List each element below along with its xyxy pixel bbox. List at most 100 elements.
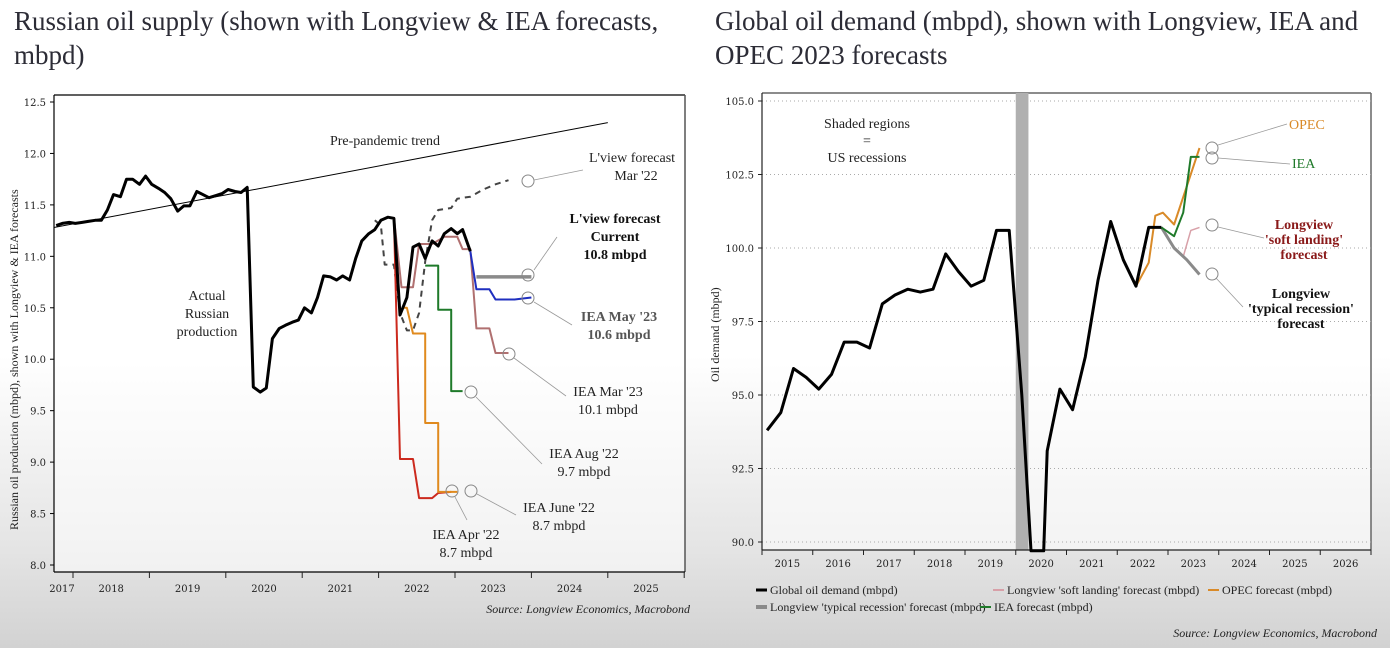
marker-opec [1205,141,1219,155]
legend-item-soft-landing: Longview 'soft landing' forecast (mbpd) [993,583,1199,597]
annotation-typical-recession-line2: 'typical recession' [1248,302,1354,317]
annotation-iea-june22-line1: IEA June '22 [523,501,595,516]
left-y-tick-label: 9.0 [30,458,46,469]
right-y-tick-label: 90.0 [732,538,754,549]
annotation-lview-current-line2: Current [591,230,640,245]
right-chart-title: Global oil demand (mbpd), shown with Lon… [715,6,1359,70]
series-iea-aug-22 [425,264,463,393]
annotation-iea-apr22-line2: 8.7 mbpd [440,546,493,561]
leader-lview-current [533,236,558,271]
right-y-tick-label: 100.0 [725,244,754,255]
annotation-iea-may23-line2: 10.6 mbpd [587,328,650,343]
legend-label: Global oil demand (mbpd) [770,583,898,597]
annotation-iea-mar23-line2: 10.1 mbpd [578,403,638,418]
legend-item-typical-recession: Longview 'typical recession' forecast (m… [756,600,986,614]
series-actual-russian-production [55,174,472,394]
annotation-pre-pandemic: Pre-pandemic trend [330,134,440,149]
left-y-axis-title: Russian oil production (mbpd), shown wit… [7,189,21,530]
right-y-tick-label: 92.5 [732,465,754,476]
annotation-soft-landing-line1: Longview [1275,218,1334,233]
marker-iea-aug22 [464,385,478,399]
annotation-actual-line1: Actual [188,289,225,304]
russian-supply-chart: 12.5 12.0 11.5 11.0 10.5 10.0 9.5 9.0 8.5 8.0 201… [7,94,691,616]
annotation-typical-recession-line1: Longview [1272,287,1331,302]
right-x-tick-label: 2019 [978,559,1003,570]
annotation-iea-june22-line2: 8.7 mbpd [533,519,586,534]
series-iea-forecast-mbpd [1160,155,1200,238]
series-longview-soft-landing-forecast-mbpd [1182,226,1200,258]
annotation-shaded-line2: = [863,134,871,149]
left-x-tick-label: 2023 [480,584,505,595]
legend-item-opec: OPEC forecast (mbpd) [1208,583,1332,597]
series-longview-typical-recession-forecast-mbpd [1160,226,1201,276]
left-y-tick-label: 10.0 [24,355,46,366]
right-x-tick-label: 2023 [1181,559,1206,570]
right-y-tick-label: 105.0 [725,97,754,108]
leader-iea-aug22 [475,396,543,465]
legend: Global oil demand (mbpd) Longview 'soft … [756,583,1332,614]
legend-label: OPEC forecast (mbpd) [1222,583,1332,597]
right-y-tick-label: 102.5 [725,171,754,182]
marker-soft-landing [1205,218,1219,232]
right-x-tick-label: 2020 [1028,559,1053,570]
left-y-tick-label: 8.0 [30,561,46,572]
annotation-soft-landing-line3: forecast [1280,248,1327,263]
annotation-iea-aug22-line1: IEA Aug '22 [549,447,618,462]
annotation-iea-may23-line1: IEA May '23 [581,310,657,325]
left-chart-title: Russian oil supply (shown with Longview … [14,6,659,70]
annotation-iea: IEA [1292,157,1316,172]
series-iea-apr-22 [392,217,452,500]
global-demand-chart: 105.0 102.5 100.0 97.5 95.0 92.5 90.0 2015 2016… [708,92,1378,640]
leader-iea [1217,157,1291,165]
annotation-actual-line2: Russian [185,307,229,322]
marker-iea-apr22 [445,484,459,498]
marker-lview-mar22 [521,174,535,188]
left-y-tick-label: 12.0 [24,149,46,160]
annotation-opec: OPEC [1289,118,1325,133]
marker-typical-recession [1205,267,1219,281]
left-x-tick-label: 2020 [251,584,276,595]
left-x-tick-label: 2018 [98,584,123,595]
series-pre-pandemic-trend [53,122,608,228]
leader-iea-may23 [533,301,573,326]
leader-typical-recession [1215,277,1244,308]
right-x-tick-label: 2018 [927,559,952,570]
annotation-lview-current-line3: 10.8 mbpd [583,248,646,263]
leader-iea-june22 [476,493,517,516]
left-y-tick-label: 12.5 [24,98,46,109]
marker-iea-june22 [464,484,478,498]
legend-label: IEA forecast (mbpd) [994,600,1093,614]
legend-label: Longview 'soft landing' forecast (mbpd) [1007,583,1199,597]
annotation-soft-landing-line2: 'soft landing' [1265,233,1343,248]
right-source: Source: Longview Economics, Macrobond [1173,626,1378,640]
annotation-typical-recession-line3: forecast [1277,317,1324,332]
right-x-tick-label: 2015 [775,559,800,570]
annotation-lview-mar22-line2: Mar '22 [614,169,657,184]
left-x-tick-label: 2017 [49,584,74,595]
legend-item-iea: IEA forecast (mbpd) [980,600,1093,614]
left-x-tick-label: 2021 [328,584,353,595]
marker-iea-mar23 [502,347,516,361]
left-y-tick-label: 11.5 [24,201,46,212]
left-y-tick-label: 11.0 [24,252,46,263]
right-x-tick-label: 2016 [825,559,850,570]
series-iea-june-22 [401,306,458,493]
right-x-tick-label: 2017 [876,559,901,570]
annotation-iea-apr22-line1: IEA Apr '22 [432,528,499,543]
right-x-tick-label: 2021 [1079,559,1104,570]
leader-soft-landing [1217,226,1265,239]
annotation-shaded-line3: US recessions [828,151,907,166]
annotation-actual-line3: production [177,325,238,340]
annotation-lview-current-line1: L'view forecast [569,212,660,227]
series-iea-mar-23 [392,217,509,354]
marker-lview-current [521,268,535,282]
legend-label: Longview 'typical recession' forecast (m… [770,600,986,614]
left-y-tick-label: 10.5 [24,304,46,315]
leader-iea-apr22 [454,496,468,521]
legend-item-global-demand: Global oil demand (mbpd) [756,583,898,597]
right-x-tick-label: 2026 [1333,559,1358,570]
series-iea-may-23 [469,251,532,301]
right-x-tick-label: 2024 [1231,559,1256,570]
right-y-tick-label: 97.5 [732,318,754,329]
right-x-tick-label: 2025 [1282,559,1307,570]
